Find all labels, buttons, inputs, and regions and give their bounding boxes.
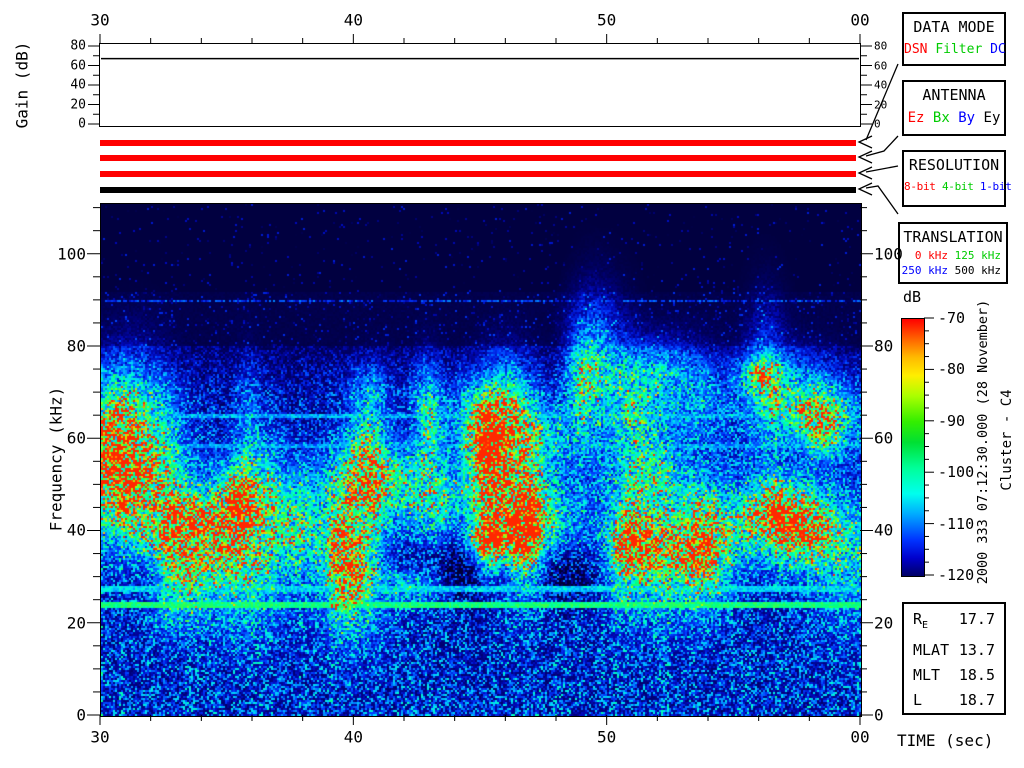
spacecraft-label: Cluster - C4: [999, 389, 1015, 491]
param-value: 18.7: [958, 691, 995, 709]
gain-left-tick-label: 60: [70, 58, 86, 73]
colorbar-tick-label: -110: [938, 514, 975, 533]
gain-left-tick-label: 20: [70, 97, 86, 112]
translation-0khz: 0 kHz: [914, 249, 949, 262]
param-row-re: RE 17.7: [904, 607, 1004, 638]
colorbar-unit-label: dB: [903, 288, 922, 306]
data-mode-title: DATA MODE: [913, 18, 995, 36]
antenna-ez: Ez: [907, 110, 925, 126]
plot-frame: [99, 43, 861, 127]
freq-right-tick-label: 60: [874, 428, 894, 448]
time-bottom-tick-label: 40: [343, 727, 363, 747]
freq-left-tick-label: 20: [66, 613, 86, 633]
param-label: MLT: [913, 666, 941, 684]
connector-line: [865, 135, 899, 157]
colorbar: [901, 318, 925, 577]
gain-right-tick-label: 40: [874, 78, 888, 92]
colorbar-tick-label: -80: [938, 360, 966, 379]
freq-right-tick-label: 20: [874, 613, 894, 633]
connector-line: [857, 150, 873, 164]
antenna-ey: Ey: [983, 110, 1001, 126]
connector-line: [865, 185, 899, 215]
data-mode-box: DATA MODE DSN Filter DC: [902, 12, 1006, 66]
data-mode-dsn: DSN: [904, 42, 928, 57]
time-bottom-tick-label: 00: [850, 727, 870, 747]
connector-line: [857, 135, 873, 149]
freq-right-tick-label: 80: [874, 336, 894, 356]
gain-right-tick-label: 20: [874, 98, 888, 111]
timestamp-label: 2000 333 07:12:30.000 (28 November): [975, 299, 991, 585]
connector-line: [865, 165, 899, 173]
gain-axis-title: Gain (dB): [12, 41, 32, 129]
antenna-title: ANTENNA: [922, 86, 986, 104]
data-mode-dc: DC: [990, 42, 1006, 57]
connector-line: [857, 182, 873, 196]
connector-line: [857, 166, 873, 180]
translation-125khz: 125 kHz: [954, 249, 1001, 262]
translation-250khz: 250 kHz: [901, 264, 949, 277]
data-mode-filter: Filter: [935, 42, 983, 57]
freq-left-tick-label: 100: [57, 244, 86, 264]
time-top-tick-label: 00: [850, 10, 870, 30]
param-row-l: L 18.7: [904, 688, 1004, 713]
data-mode-status-bar: [100, 140, 856, 146]
gain-right-tick-label: 0: [874, 117, 881, 131]
time-axis-title: TIME (sec): [897, 731, 994, 750]
time-top-tick-label: 30: [90, 10, 110, 30]
resolution-box: RESOLUTION 8-bit 4-bit 1-bit: [902, 150, 1012, 207]
param-value: 18.5: [958, 666, 995, 684]
param-value: 13.7: [958, 641, 995, 659]
freq-left-tick-label: 40: [66, 520, 86, 540]
gain-left-tick-label: 0: [78, 116, 86, 132]
translation-status-bar: [100, 187, 856, 193]
spectrogram-heatmap: [100, 203, 862, 717]
freq-left-tick-label: 60: [66, 428, 86, 448]
freq-left-tick-label: 80: [66, 336, 86, 356]
resolution-1bit: 1-bit: [979, 180, 1012, 193]
antenna-box: ANTENNA Ez Bx By Ey: [902, 80, 1006, 136]
time-bottom-tick-label: 30: [90, 727, 110, 747]
freq-right-tick-label: 40: [874, 520, 894, 540]
resolution-4bit: 4-bit: [941, 180, 974, 193]
frequency-axis-title: Frequency (kHz): [46, 386, 66, 532]
param-row-mlt: MLT 18.5: [904, 663, 1004, 688]
param-label: L: [913, 691, 923, 709]
freq-left-tick-label: 0: [76, 705, 86, 725]
param-value: 17.7: [958, 610, 995, 628]
translation-box: TRANSLATION 0 kHz 125 kHz 250 kHz 500 kH…: [898, 222, 1008, 284]
freq-right-tick-label: 0: [874, 705, 884, 725]
gain-left-tick-label: 40: [70, 77, 86, 93]
resolution-8bit: 8-bit: [904, 180, 936, 193]
translation-500khz: 500 kHz: [954, 264, 1001, 277]
gain-right-tick-label: 60: [874, 59, 888, 72]
colorbar-tick-label: -90: [938, 411, 966, 430]
param-row-mlat: MLAT 13.7: [904, 638, 1004, 663]
gain-right-tick-label: 80: [874, 39, 888, 53]
param-label: MLAT: [913, 641, 950, 659]
freq-right-tick-label: 100: [874, 244, 903, 264]
antenna-status-bar: [100, 155, 856, 161]
colorbar-tick-label: -70: [938, 309, 966, 327]
param-label: RE: [913, 610, 929, 631]
colorbar-tick-label: -120: [938, 566, 975, 584]
translation-title: TRANSLATION: [903, 228, 1003, 246]
time-top-tick-label: 50: [597, 10, 617, 30]
resolution-title: RESOLUTION: [908, 156, 1000, 174]
resolution-status-bar: [100, 171, 856, 177]
time-top-tick-label: 40: [343, 10, 363, 30]
orbit-params-box: RE 17.7 MLAT 13.7 MLT 18.5 L 18.7: [902, 602, 1006, 715]
time-bottom-tick-label: 50: [597, 727, 617, 747]
colorbar-tick-label: -100: [938, 463, 975, 482]
gain-left-tick-label: 80: [70, 38, 86, 54]
antenna-bx: Bx: [932, 110, 950, 126]
antenna-by: By: [958, 110, 976, 126]
